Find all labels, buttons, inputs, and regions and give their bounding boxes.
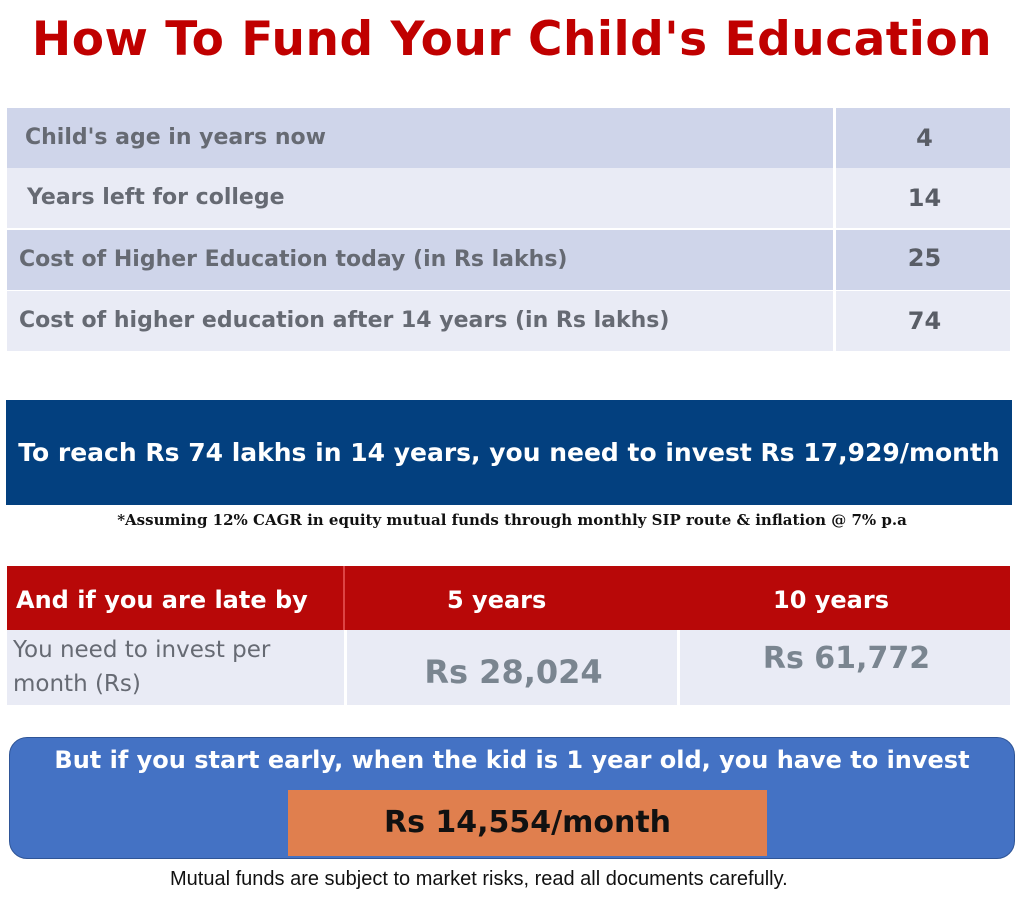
table-row: Cost of Higher Education today (in Rs la… [7, 230, 1010, 290]
monthly-investment-banner: To reach Rs 74 lakhs in 14 years, you ne… [6, 400, 1012, 505]
row-value: 14 [833, 168, 1013, 228]
row-value: 4 [833, 108, 1013, 168]
row-label: Cost of Higher Education today (in Rs la… [19, 247, 568, 272]
table-row: Child's age in years now 4 [7, 108, 1010, 168]
assumption-footnote: *Assuming 12% CAGR in equity mutual fund… [117, 511, 907, 529]
early-start-text: But if you start early, when the kid is … [54, 746, 970, 774]
disclaimer: Mutual funds are subject to market risks… [170, 868, 788, 890]
late-table-header: And if you are late by 5 years 10 years [7, 566, 1010, 630]
table-row: Cost of higher education after 14 years … [7, 291, 1010, 351]
early-start-box: But if you start early, when the kid is … [9, 737, 1015, 859]
row-value: 74 [833, 291, 1013, 351]
row-label: Child's age in years now [25, 125, 326, 150]
late-header-label: And if you are late by [16, 586, 308, 614]
late-value-5-years: Rs 28,024 [344, 630, 680, 705]
late-table-row: You need to invest per month (Rs) Rs 28,… [7, 630, 1010, 705]
late-value-10-years: Rs 61,772 [677, 630, 1013, 705]
row-label: Years left for college [27, 185, 285, 210]
late-column-5-years: 5 years [447, 586, 547, 614]
late-row-label: You need to invest per month (Rs) [13, 637, 271, 697]
row-label: Cost of higher education after 14 years … [19, 308, 670, 333]
early-start-amount: Rs 14,554/month [288, 790, 767, 856]
late-column-10-years: 10 years [773, 586, 889, 614]
row-value: 25 [833, 230, 1013, 290]
table-row: Years left for college 14 [7, 168, 1010, 228]
page-title: How To Fund Your Child's Education [31, 12, 993, 67]
